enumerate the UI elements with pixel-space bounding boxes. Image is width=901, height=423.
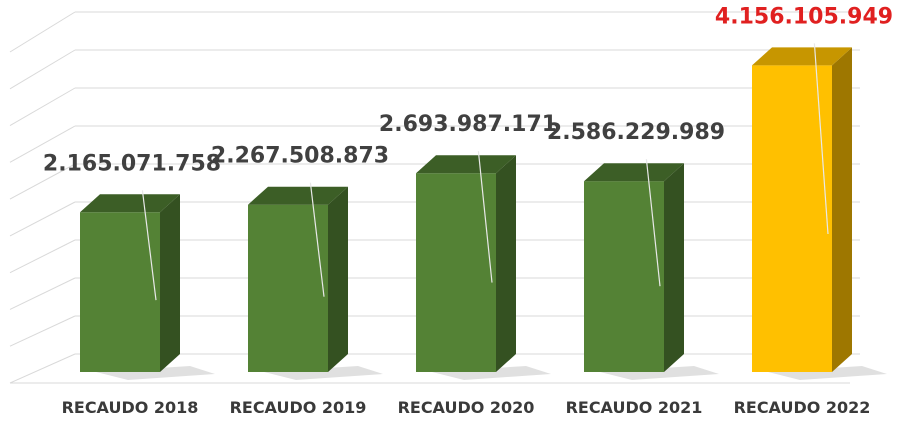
leader-line <box>309 182 325 297</box>
bar-shadow <box>768 366 887 380</box>
grid-line-side <box>9 125 76 163</box>
bar-top <box>752 47 852 66</box>
grid-line-side <box>9 201 76 237</box>
leader-line <box>141 190 157 301</box>
grid-line-side <box>9 315 76 347</box>
grid-line-side <box>9 163 76 200</box>
bar-recaudo-2018 <box>80 190 215 380</box>
category-label: RECAUDO 2021 <box>566 398 703 417</box>
value-label: 2.267.508.873 <box>211 144 389 169</box>
grid-line-side <box>9 87 76 126</box>
grid-line-side <box>9 49 76 90</box>
bar-front <box>80 212 160 372</box>
chart-category-labels: RECAUDO 2018 RECAUDO 2019 RECAUDO 2020 RECA… <box>62 398 871 417</box>
value-label: 2.165.071.758 <box>43 151 221 176</box>
bar-top <box>416 155 516 174</box>
leader-line <box>477 151 493 283</box>
bar-front <box>584 181 664 372</box>
grid-line-side <box>9 277 76 310</box>
bar-shadow <box>264 366 383 380</box>
leader-line <box>813 43 829 235</box>
bar-side <box>664 163 684 372</box>
bar-shadow <box>96 366 215 380</box>
bar-front <box>248 204 328 372</box>
bar-recaudo-2019 <box>248 182 383 380</box>
bar-recaudo-2021 <box>584 159 719 380</box>
bar-shadow <box>432 366 551 380</box>
category-label: RECAUDO 2022 <box>734 398 871 417</box>
bar-recaudo-2020 <box>416 151 551 380</box>
bar-side <box>328 186 348 372</box>
value-label: 2.586.229.989 <box>547 120 725 145</box>
bar-side <box>160 194 180 372</box>
bar-top <box>584 163 684 182</box>
leader-line <box>645 159 661 287</box>
bar-side <box>832 47 852 373</box>
value-label: 2.693.987.171 <box>379 112 557 137</box>
grid-line-side <box>9 239 76 274</box>
bar-recaudo-2022 <box>752 43 887 380</box>
bar-top <box>80 194 180 213</box>
bar-front <box>416 173 496 372</box>
category-label: RECAUDO 2020 <box>398 398 535 417</box>
bar-top <box>248 186 348 205</box>
bar-shadow <box>600 366 719 380</box>
category-label: RECAUDO 2019 <box>230 398 367 417</box>
bar-front <box>752 65 832 373</box>
category-label: RECAUDO 2018 <box>62 398 199 417</box>
grid-line-side <box>9 11 76 53</box>
value-label: 4.156.105.949 <box>715 4 893 29</box>
chart-bars <box>80 43 887 380</box>
bar-side <box>496 155 516 372</box>
grid-line-side <box>9 353 76 384</box>
